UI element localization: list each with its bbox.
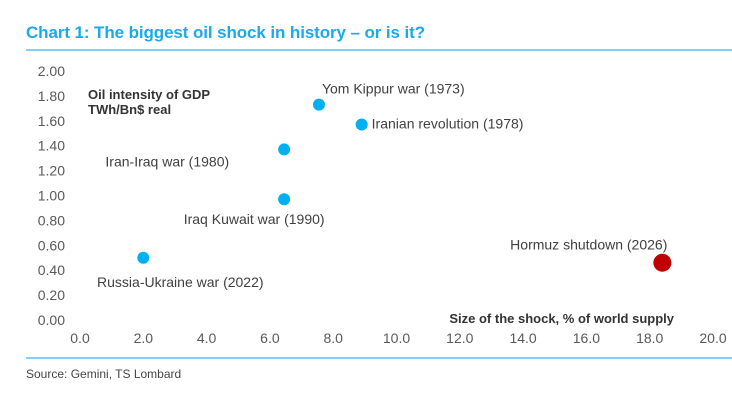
y-tick-label: 0.00 <box>38 312 65 328</box>
data-point <box>312 98 325 111</box>
data-points <box>137 98 672 272</box>
x-tick-label: 2.0 <box>134 330 154 346</box>
x-axis-ticks: 0.0 2.0 4.0 6.0 8.0 10.0 12.0 14.0 16.0 18.0 20.0 <box>70 330 727 346</box>
highlight-data-point <box>653 253 672 272</box>
y-axis-label-line-2: TWh/Bn$ real <box>88 102 171 117</box>
data-point-label: Yom Kippur war (1973) <box>322 81 465 97</box>
y-tick-label: 0.80 <box>38 212 65 228</box>
x-tick-label: 16.0 <box>573 330 600 346</box>
y-tick-label: 0.40 <box>38 262 65 278</box>
x-tick-label: 4.0 <box>197 330 217 346</box>
x-tick-label: 18.0 <box>636 330 663 346</box>
data-point <box>137 251 150 264</box>
data-point <box>278 143 291 156</box>
chart-title: Chart 1: The biggest oil shock in histor… <box>26 23 425 42</box>
data-point-label: Russia-Ukraine war (2022) <box>97 274 264 290</box>
x-tick-label: 0.0 <box>70 330 90 346</box>
y-axis-ticks: 0.00 0.20 0.40 0.60 0.80 1.00 1.20 1.40 1.60 1.80… <box>38 63 65 328</box>
data-point-label: Iran-Iraq war (1980) <box>105 153 229 169</box>
data-point-label: Iranian revolution (1978) <box>372 116 524 132</box>
x-tick-label: 20.0 <box>699 330 726 346</box>
title-underline <box>26 49 732 51</box>
y-tick-label: 1.80 <box>38 88 65 104</box>
x-axis-label: Size of the shock, % of world supply <box>449 311 674 326</box>
data-point <box>355 118 368 131</box>
data-point-label: Iraq Kuwait war (1990) <box>184 211 325 227</box>
x-tick-label: 10.0 <box>383 330 410 346</box>
x-tick-label: 8.0 <box>323 330 343 346</box>
y-tick-label: 0.20 <box>38 287 65 303</box>
x-tick-label: 14.0 <box>509 330 536 346</box>
x-tick-label: 12.0 <box>446 330 473 346</box>
y-tick-label: 1.20 <box>38 163 65 179</box>
data-point-label: Hormuz shutdown (2026) <box>510 237 667 253</box>
y-tick-label: 2.00 <box>38 63 65 79</box>
footer-rule <box>26 357 732 359</box>
data-point <box>278 193 291 206</box>
y-tick-label: 0.60 <box>38 237 65 253</box>
y-tick-label: 1.40 <box>38 138 65 154</box>
source-note: Source: Gemini, TS Lombard <box>26 367 182 381</box>
x-tick-label: 6.0 <box>260 330 280 346</box>
y-tick-label: 1.60 <box>38 113 65 129</box>
y-tick-label: 1.00 <box>38 188 65 204</box>
y-axis-label-line-1: Oil intensity of GDP <box>88 87 210 102</box>
data-point-labels: Yom Kippur war (1973) Iranian revolution … <box>97 81 667 290</box>
